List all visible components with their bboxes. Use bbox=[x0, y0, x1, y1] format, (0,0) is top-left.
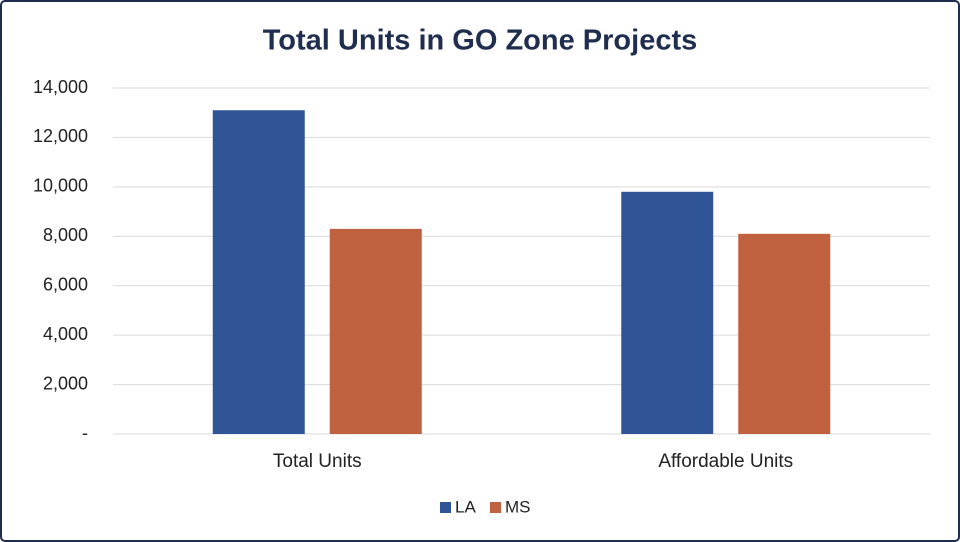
x-tick-label: Total Units bbox=[273, 451, 362, 472]
y-tick-label: 2,000 bbox=[43, 373, 88, 393]
y-tick-label: 10,000 bbox=[33, 176, 88, 196]
legend-label: MS bbox=[505, 497, 531, 516]
y-tick-label: 4,000 bbox=[43, 324, 88, 344]
bar bbox=[329, 228, 422, 434]
chart-title: Total Units in GO Zone Projects bbox=[263, 25, 698, 57]
legend-swatch bbox=[490, 502, 501, 513]
bar bbox=[212, 110, 305, 434]
x-tick-label: Affordable Units bbox=[658, 451, 793, 472]
y-tick-label: 14,000 bbox=[33, 77, 88, 97]
y-tick-label: 6,000 bbox=[43, 274, 88, 294]
y-tick-label: - bbox=[82, 423, 88, 443]
bar bbox=[621, 191, 714, 434]
y-tick-label: 12,000 bbox=[33, 126, 88, 146]
bar bbox=[738, 233, 831, 434]
legend-label: LA bbox=[455, 497, 476, 516]
legend-swatch bbox=[440, 502, 451, 513]
y-tick-label: 8,000 bbox=[43, 225, 88, 245]
